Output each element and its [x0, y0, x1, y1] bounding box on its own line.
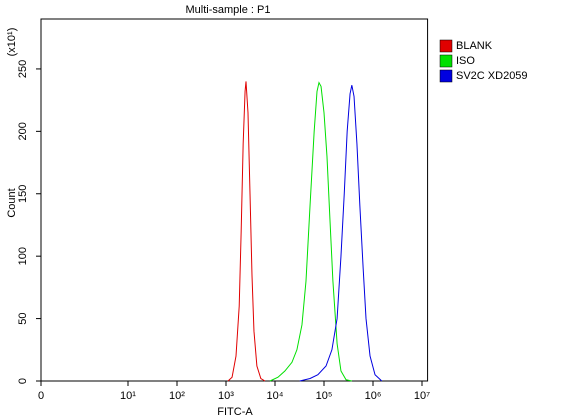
x-tick-label: 10¹	[120, 390, 136, 402]
legend-label: BLANK	[456, 40, 493, 52]
series-line	[227, 81, 266, 382]
y-tick-label: 250	[17, 60, 29, 78]
y-multiplier: (x10¹)	[6, 28, 18, 57]
x-tick-label: 10²	[169, 390, 185, 402]
legend-swatch	[439, 54, 453, 68]
x-tick-label: 10⁴	[267, 390, 284, 402]
y-axis-label: Count	[6, 188, 18, 217]
plot-frame	[40, 18, 429, 382]
x-tick-label: 10³	[218, 390, 234, 402]
chart-title: Multi-sample : P1	[186, 4, 271, 16]
y-tick-label: 0	[17, 378, 29, 384]
x-tick-label: 10⁶	[365, 390, 382, 402]
y-tick-label: 50	[17, 312, 29, 324]
y-tick-label: 200	[17, 122, 29, 140]
x-tick-label: 10⁵	[316, 390, 333, 402]
series-line	[299, 85, 383, 382]
x-axis-label: FITC-A	[217, 406, 253, 418]
y-tick-label: 100	[17, 247, 29, 265]
y-tick-label: 150	[17, 185, 29, 203]
legend-swatch	[439, 69, 453, 83]
x-tick-label: 10⁷	[414, 390, 430, 402]
legend-label: SV2C XD2059	[456, 70, 528, 82]
legend-label: ISO	[456, 55, 475, 67]
series-line	[269, 81, 352, 382]
legend-swatch	[439, 39, 453, 53]
x-tick-label: 0	[38, 390, 44, 402]
